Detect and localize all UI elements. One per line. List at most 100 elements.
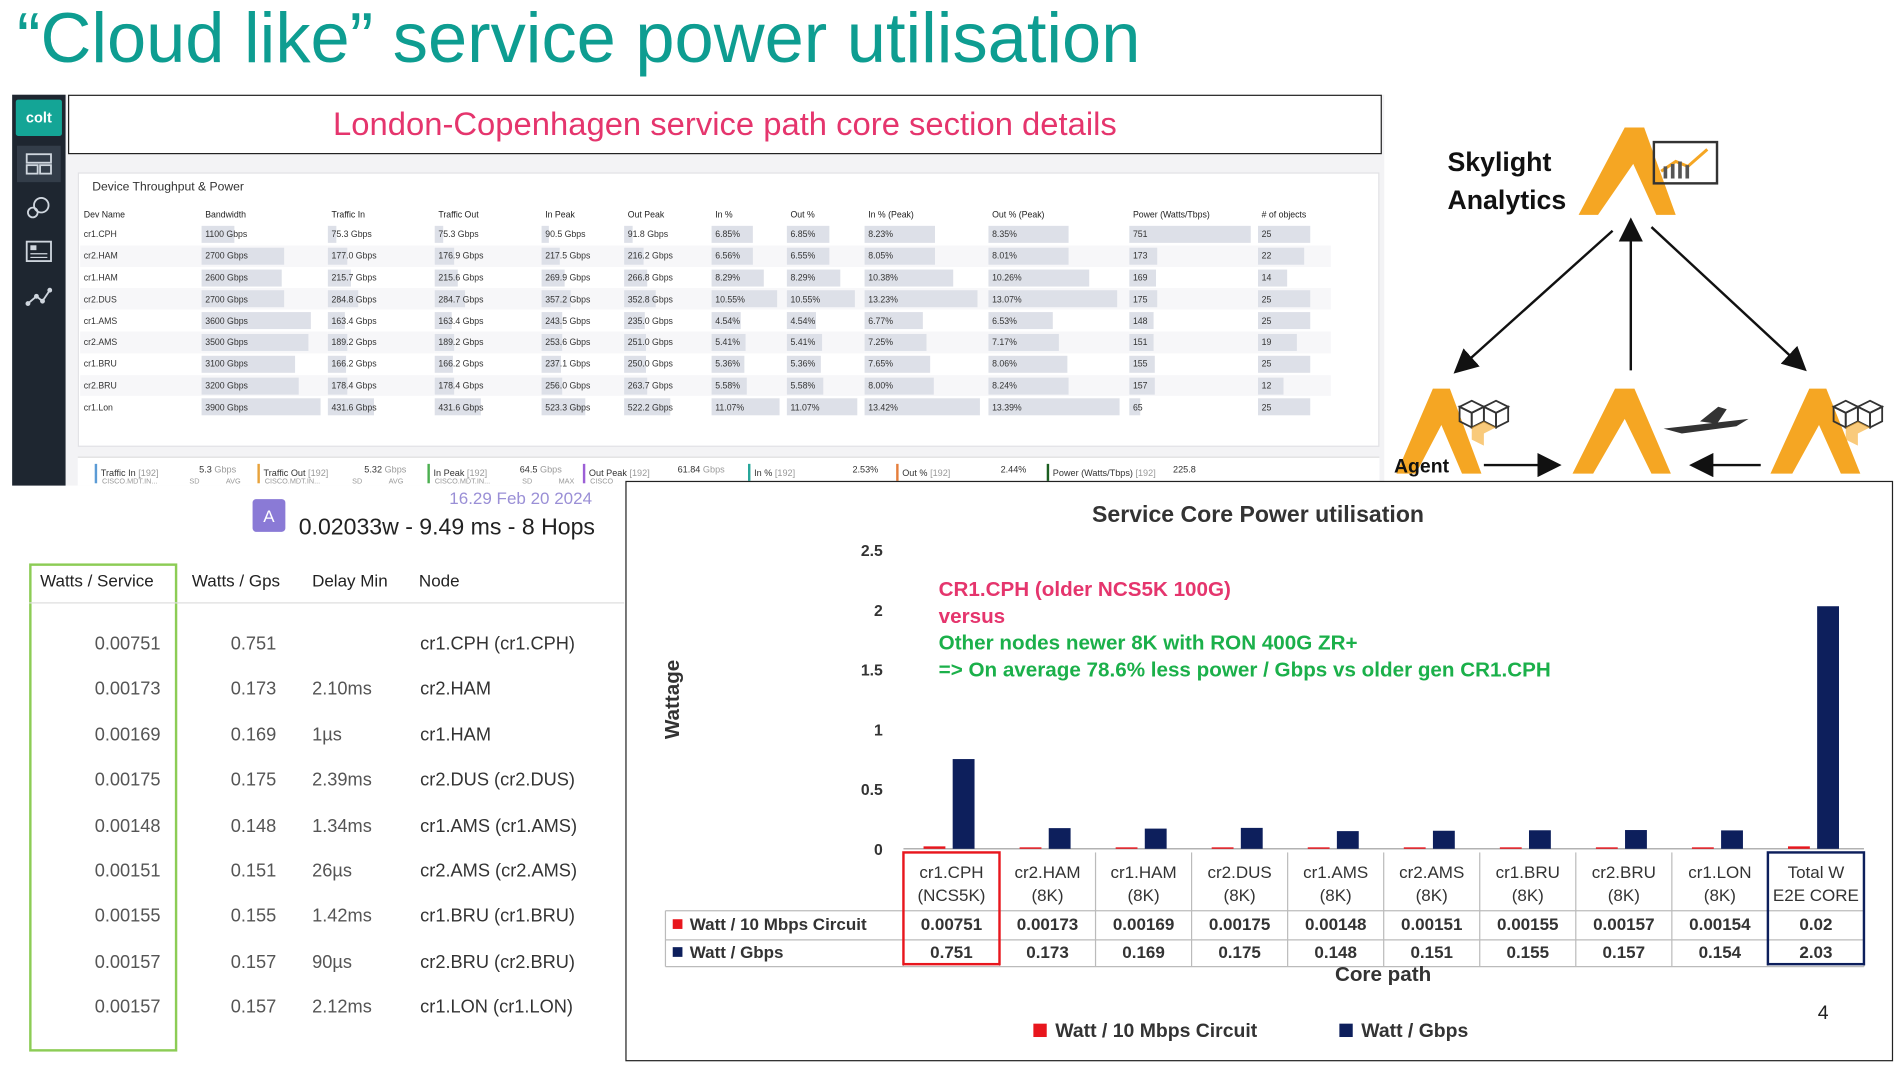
value-bar (711, 333, 746, 351)
header-divider (29, 602, 625, 604)
legend-item[interactable]: Out Peak [192] (582, 463, 650, 484)
header-delay-min: Delay Min (312, 570, 388, 591)
cell-value: 25 (1261, 228, 1272, 240)
node-name[interactable]: cr2.AMS (cr2.AMS) (420, 860, 578, 882)
watts-service-value: 0.00751 (94, 633, 161, 655)
value-bar (1129, 377, 1155, 395)
column-header[interactable]: # of objects (1261, 208, 1307, 220)
legend-item[interactable]: Traffic In [192] (94, 463, 159, 484)
table-cell: cr1.HAM (80, 267, 201, 289)
search-icon[interactable] (17, 189, 61, 225)
column-header[interactable]: In Peak (545, 208, 575, 220)
data-label: 0.175 (1218, 943, 1261, 962)
value-bar (201, 333, 309, 351)
table-cell: 189.2 Gbps (434, 331, 542, 354)
cell-value: 8.35% (992, 228, 1017, 240)
cell-value: 5.41% (715, 336, 740, 348)
node-name[interactable]: cr1.AMS (cr1.AMS) (420, 815, 578, 837)
legend-item[interactable]: Power (Watts/Tbps) [192] (1046, 463, 1156, 484)
node-name[interactable]: cr2.BRU (cr2.BRU) (420, 951, 575, 973)
category-label: cr1.AMS (1303, 863, 1368, 882)
x-axis-label: Core path (1335, 963, 1431, 986)
cell-value: 523.3 Gbps (545, 401, 591, 413)
value-bar (1129, 247, 1158, 265)
cell-value: 155 (1132, 358, 1148, 370)
table-cell: 5.41% (711, 331, 787, 354)
cell-value: 175 (1132, 293, 1148, 305)
column-header[interactable]: Out % (790, 208, 815, 220)
value-bar (201, 247, 284, 265)
report-icon[interactable] (17, 233, 61, 269)
table-row[interactable]: cr2.BRU 3200 Gbps 178.4 Gbps 178.4 Gbps 256.… (80, 374, 1331, 397)
legend-unit: Gbps (702, 463, 725, 475)
delay-value: 90µs (312, 951, 352, 973)
legend-item[interactable]: In Peak [192] (427, 463, 487, 484)
legend-count: [192] (629, 467, 650, 479)
timestamp: 16.29 Feb 20 2024 (449, 488, 593, 508)
table-cell: cr2.HAM (80, 245, 202, 267)
value-bar (434, 333, 455, 351)
node-name[interactable]: cr2.DUS (cr2.DUS) (420, 770, 575, 791)
table-cell: 7.17% (988, 331, 1130, 354)
bar-watt-gbps (1817, 606, 1839, 849)
value-bar (201, 398, 321, 416)
node-name[interactable]: cr1.HAM (420, 724, 491, 746)
column-header[interactable]: In % (715, 208, 733, 220)
table-cell: cr1.Lon (80, 396, 201, 418)
table-row[interactable]: cr1.BRU 3100 Gbps 166.2 Gbps 166.2 Gbps 237.… (80, 353, 1331, 375)
cell-value: 13.42% (868, 401, 898, 413)
column-header[interactable]: Power (Watts/Tbps) (1132, 208, 1210, 220)
column-header[interactable]: In % (Peak) (868, 208, 914, 220)
y-tick-label: 2 (874, 603, 883, 620)
table-cell: 431.6 Gbps (434, 396, 542, 418)
cell-value: 22 (1261, 250, 1272, 262)
value-bar (434, 312, 452, 330)
cell-value: 11.07% (715, 401, 745, 413)
table-cell: 75.3 Gbps (327, 223, 435, 245)
topology-icon[interactable] (17, 279, 61, 315)
value-bar (434, 225, 443, 243)
column-header[interactable]: Dev Name (83, 208, 126, 220)
column-header[interactable]: Bandwidth (205, 208, 246, 220)
dashboard-icon[interactable] (17, 145, 61, 183)
table-row[interactable]: cr1.CPH 1100 Gbps 75.3 Gbps 75.3 Gbps 90.5 G… (80, 223, 1331, 245)
column-header[interactable]: Traffic Out (438, 208, 479, 220)
legend-value: 2.53% (852, 464, 878, 475)
data-label: 0.00175 (1209, 915, 1270, 934)
cph-highlight (902, 851, 1001, 966)
value-bar (201, 355, 296, 373)
table-cell: 25 (1258, 223, 1331, 245)
value-bar (1129, 333, 1154, 351)
node-name[interactable]: cr2.HAM (420, 679, 491, 700)
table-cell: 13.07% (988, 288, 1130, 310)
delay-value: 1.34ms (312, 815, 372, 837)
column-header[interactable]: Out % (Peak) (992, 208, 1045, 220)
cell-value: 19 (1261, 336, 1272, 348)
category-label: cr1.LON (1688, 863, 1751, 882)
cell-value: 176.9 Gbps (438, 250, 484, 262)
node-name[interactable]: cr1.CPH (cr1.CPH) (420, 633, 575, 655)
skylight-logo-top (1578, 127, 1719, 215)
table-row[interactable]: cr1.AMS 3600 Gbps 163.4 Gbps 163.4 Gbps 243.… (80, 310, 1331, 332)
cell-value: 75.3 Gbps (438, 228, 479, 240)
column-header[interactable]: Traffic In (331, 208, 365, 220)
node-name[interactable]: cr1.LON (cr1.LON) (420, 997, 573, 1018)
table-row[interactable]: cr2.DUS 2700 Gbps 284.8 Gbps 284.7 Gbps 357.… (80, 288, 1331, 310)
column-header[interactable]: Out Peak (627, 208, 665, 220)
value-bar (327, 398, 374, 416)
table-cell: 2700 Gbps (201, 288, 328, 310)
legend-item[interactable]: Traffic Out [192] (257, 463, 328, 484)
table-row[interactable]: cr1.HAM 2600 Gbps 215.7 Gbps 215.6 Gbps 269.… (80, 267, 1331, 289)
legend-value: 225.8 (1173, 464, 1196, 475)
table-cell: 251.0 Gbps (624, 331, 712, 354)
table-row[interactable]: cr1.Lon 3900 Gbps 431.6 Gbps 431.6 Gbps 523.… (80, 396, 1331, 418)
table-row[interactable]: cr2.AMS 3500 Gbps 189.2 Gbps 189.2 Gbps 253.… (80, 331, 1331, 354)
node-name[interactable]: cr1.BRU (cr1.BRU) (420, 906, 575, 927)
legend-item[interactable]: Out % [192] (896, 463, 950, 484)
table-row[interactable]: cr2.HAM 2700 Gbps 177.0 Gbps 176.9 Gbps 217.… (80, 245, 1331, 267)
cell-value: cr1.HAM (83, 271, 118, 283)
legend-item[interactable]: In % [192] (748, 463, 795, 484)
cell-value: 4.54% (790, 315, 816, 327)
cell-value: 6.56% (715, 250, 740, 262)
cell-value: 263.7 Gbps (627, 380, 673, 391)
